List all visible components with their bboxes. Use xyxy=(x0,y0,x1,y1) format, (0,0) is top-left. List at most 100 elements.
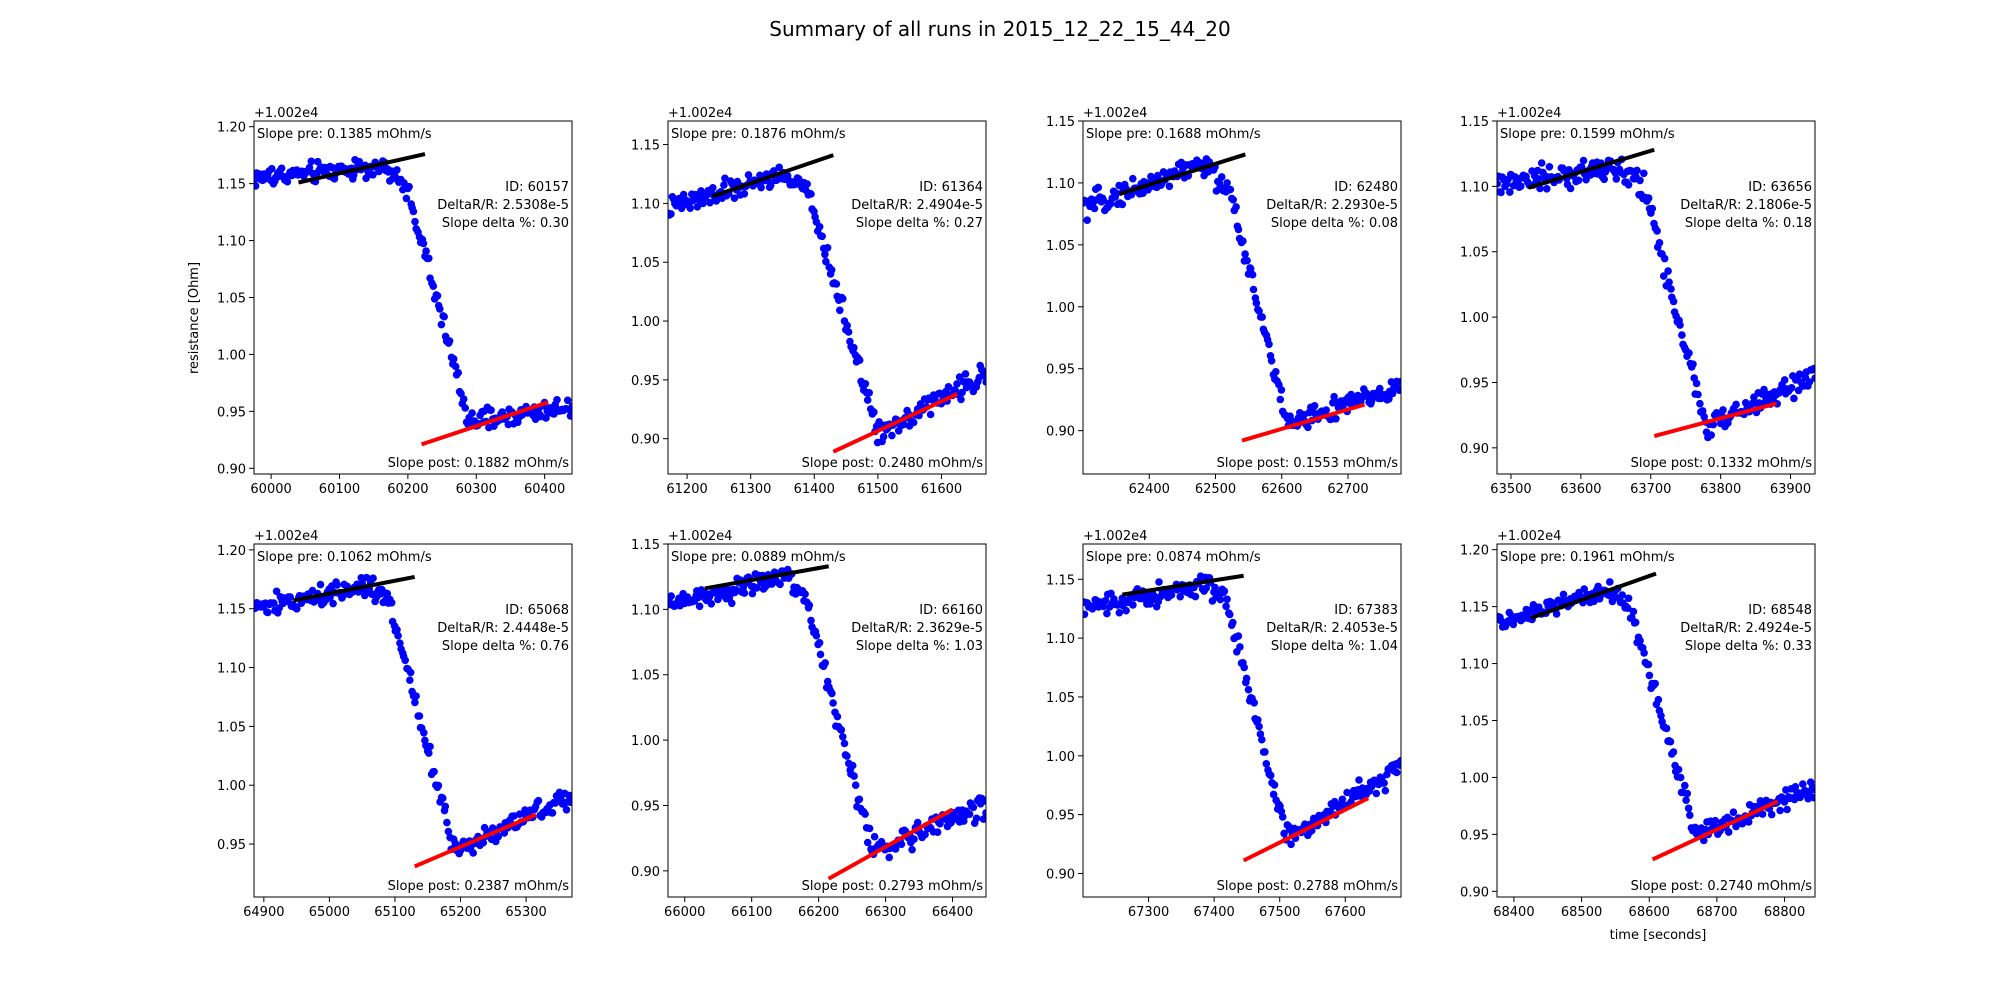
data-point xyxy=(1392,768,1401,777)
data-point xyxy=(910,835,918,843)
data-point xyxy=(1254,716,1262,724)
data-point xyxy=(487,406,495,415)
post-fit-line xyxy=(413,812,537,869)
x-tick-label: 65200 xyxy=(440,905,481,920)
data-point xyxy=(264,608,272,617)
y-tick-label: 1.15 xyxy=(217,603,246,618)
y-tick-label: 1.10 xyxy=(1046,177,1075,192)
data-point xyxy=(1517,182,1525,190)
delta-r-label: DeltaR/R: 2.1806e-5 xyxy=(1680,198,1812,213)
x-tick-label: 62500 xyxy=(1195,482,1236,497)
pre-fit-line xyxy=(704,564,830,591)
run-id-label: ID: 66160 xyxy=(919,603,983,618)
data-point xyxy=(430,767,438,776)
y-tick-label: 1.15 xyxy=(217,178,246,193)
y-tick-label: 1.15 xyxy=(631,139,660,154)
data-point xyxy=(1724,828,1733,836)
data-point xyxy=(1262,760,1271,768)
data-point xyxy=(1506,188,1514,196)
run-id-label: ID: 65068 xyxy=(505,603,569,618)
axes-frame xyxy=(253,543,573,898)
data-point xyxy=(697,187,705,195)
data-point xyxy=(426,742,434,751)
data-point xyxy=(449,355,458,363)
data-point xyxy=(1497,188,1505,197)
data-point xyxy=(1234,225,1243,234)
data-point xyxy=(848,761,857,770)
y-tick-label: 1.05 xyxy=(1460,246,1489,261)
data-point xyxy=(668,592,675,600)
data-point xyxy=(1552,610,1561,618)
data-point xyxy=(1261,748,1269,756)
data-point xyxy=(1304,423,1312,432)
data-point xyxy=(406,676,414,684)
data-point xyxy=(272,587,281,596)
data-point xyxy=(1732,822,1740,831)
data-point xyxy=(837,726,846,734)
y-tick-label: 1.10 xyxy=(631,197,660,212)
y-tick-label: 1.10 xyxy=(217,662,246,677)
data-point xyxy=(429,282,438,291)
data-point xyxy=(1083,610,1089,619)
data-point xyxy=(709,184,717,192)
data-point xyxy=(441,802,450,811)
offset-label: +1.002e4 xyxy=(1083,106,1147,121)
data-point xyxy=(807,616,815,625)
figure-title: Summary of all runs in 2015_12_22_15_44_… xyxy=(769,17,1230,41)
delta-r-label: DeltaR/R: 2.3629e-5 xyxy=(851,621,983,636)
data-point xyxy=(534,796,543,805)
data-points xyxy=(1083,155,1401,432)
data-point xyxy=(444,827,453,836)
data-point xyxy=(926,410,935,419)
data-point xyxy=(355,157,364,166)
axes-frame xyxy=(1082,120,1402,475)
data-point xyxy=(833,712,842,721)
data-point xyxy=(1376,384,1384,393)
data-point xyxy=(1537,159,1546,167)
data-point xyxy=(1664,267,1672,275)
data-point xyxy=(1229,196,1237,204)
data-point xyxy=(839,294,847,303)
y-tick-label: 0.95 xyxy=(1046,363,1075,378)
data-point xyxy=(766,181,775,190)
post-fit-line xyxy=(1241,402,1366,443)
data-point xyxy=(1223,179,1231,187)
data-point xyxy=(286,593,295,601)
data-point xyxy=(362,573,371,582)
data-point xyxy=(1644,660,1653,669)
slope-post-label: Slope post: 0.2740 mOhm/s xyxy=(1631,879,1813,894)
slope-post-label: Slope post: 0.2387 mOhm/s xyxy=(388,879,570,894)
data-point xyxy=(1640,649,1648,657)
slope-pre-label: Slope pre: 0.1961 mOhm/s xyxy=(1500,550,1675,565)
data-point xyxy=(839,733,847,741)
subplot-8: 68400 68500 68600 68700 68800 0.90 0.95 1.00 1.0… xyxy=(1460,529,1816,920)
data-point xyxy=(1112,189,1121,198)
data-point xyxy=(863,838,872,847)
x-tick-label: 68400 xyxy=(1493,905,1534,920)
data-point xyxy=(277,164,286,173)
data-point xyxy=(1783,805,1791,814)
delta-r-label: DeltaR/R: 2.4448e-5 xyxy=(437,621,569,636)
data-point xyxy=(908,845,916,854)
subplot-5: 64900 65000 65100 65200 65300 0.95 1.00 1.05 1.1… xyxy=(217,529,573,920)
data-point xyxy=(451,362,460,371)
data-point xyxy=(1719,406,1727,414)
y-tick-label: 1.00 xyxy=(1460,311,1489,326)
data-point xyxy=(1239,237,1247,245)
data-point xyxy=(1653,227,1661,235)
data-point xyxy=(307,157,316,166)
data-point xyxy=(1633,166,1641,175)
data-point xyxy=(1122,606,1130,615)
data-point xyxy=(1250,699,1258,707)
data-point xyxy=(405,182,413,191)
offset-label: +1.002e4 xyxy=(668,106,732,121)
x-tick-label: 68700 xyxy=(1696,905,1737,920)
x-tick-label: 61500 xyxy=(857,482,898,497)
data-point xyxy=(1355,776,1363,784)
y-tick-label: 1.10 xyxy=(631,603,660,618)
data-point xyxy=(409,207,418,216)
y-tick-label: 0.95 xyxy=(1460,376,1489,391)
data-point xyxy=(1270,781,1279,789)
data-point xyxy=(870,408,878,416)
y-tick-label: 1.20 xyxy=(1460,544,1489,559)
